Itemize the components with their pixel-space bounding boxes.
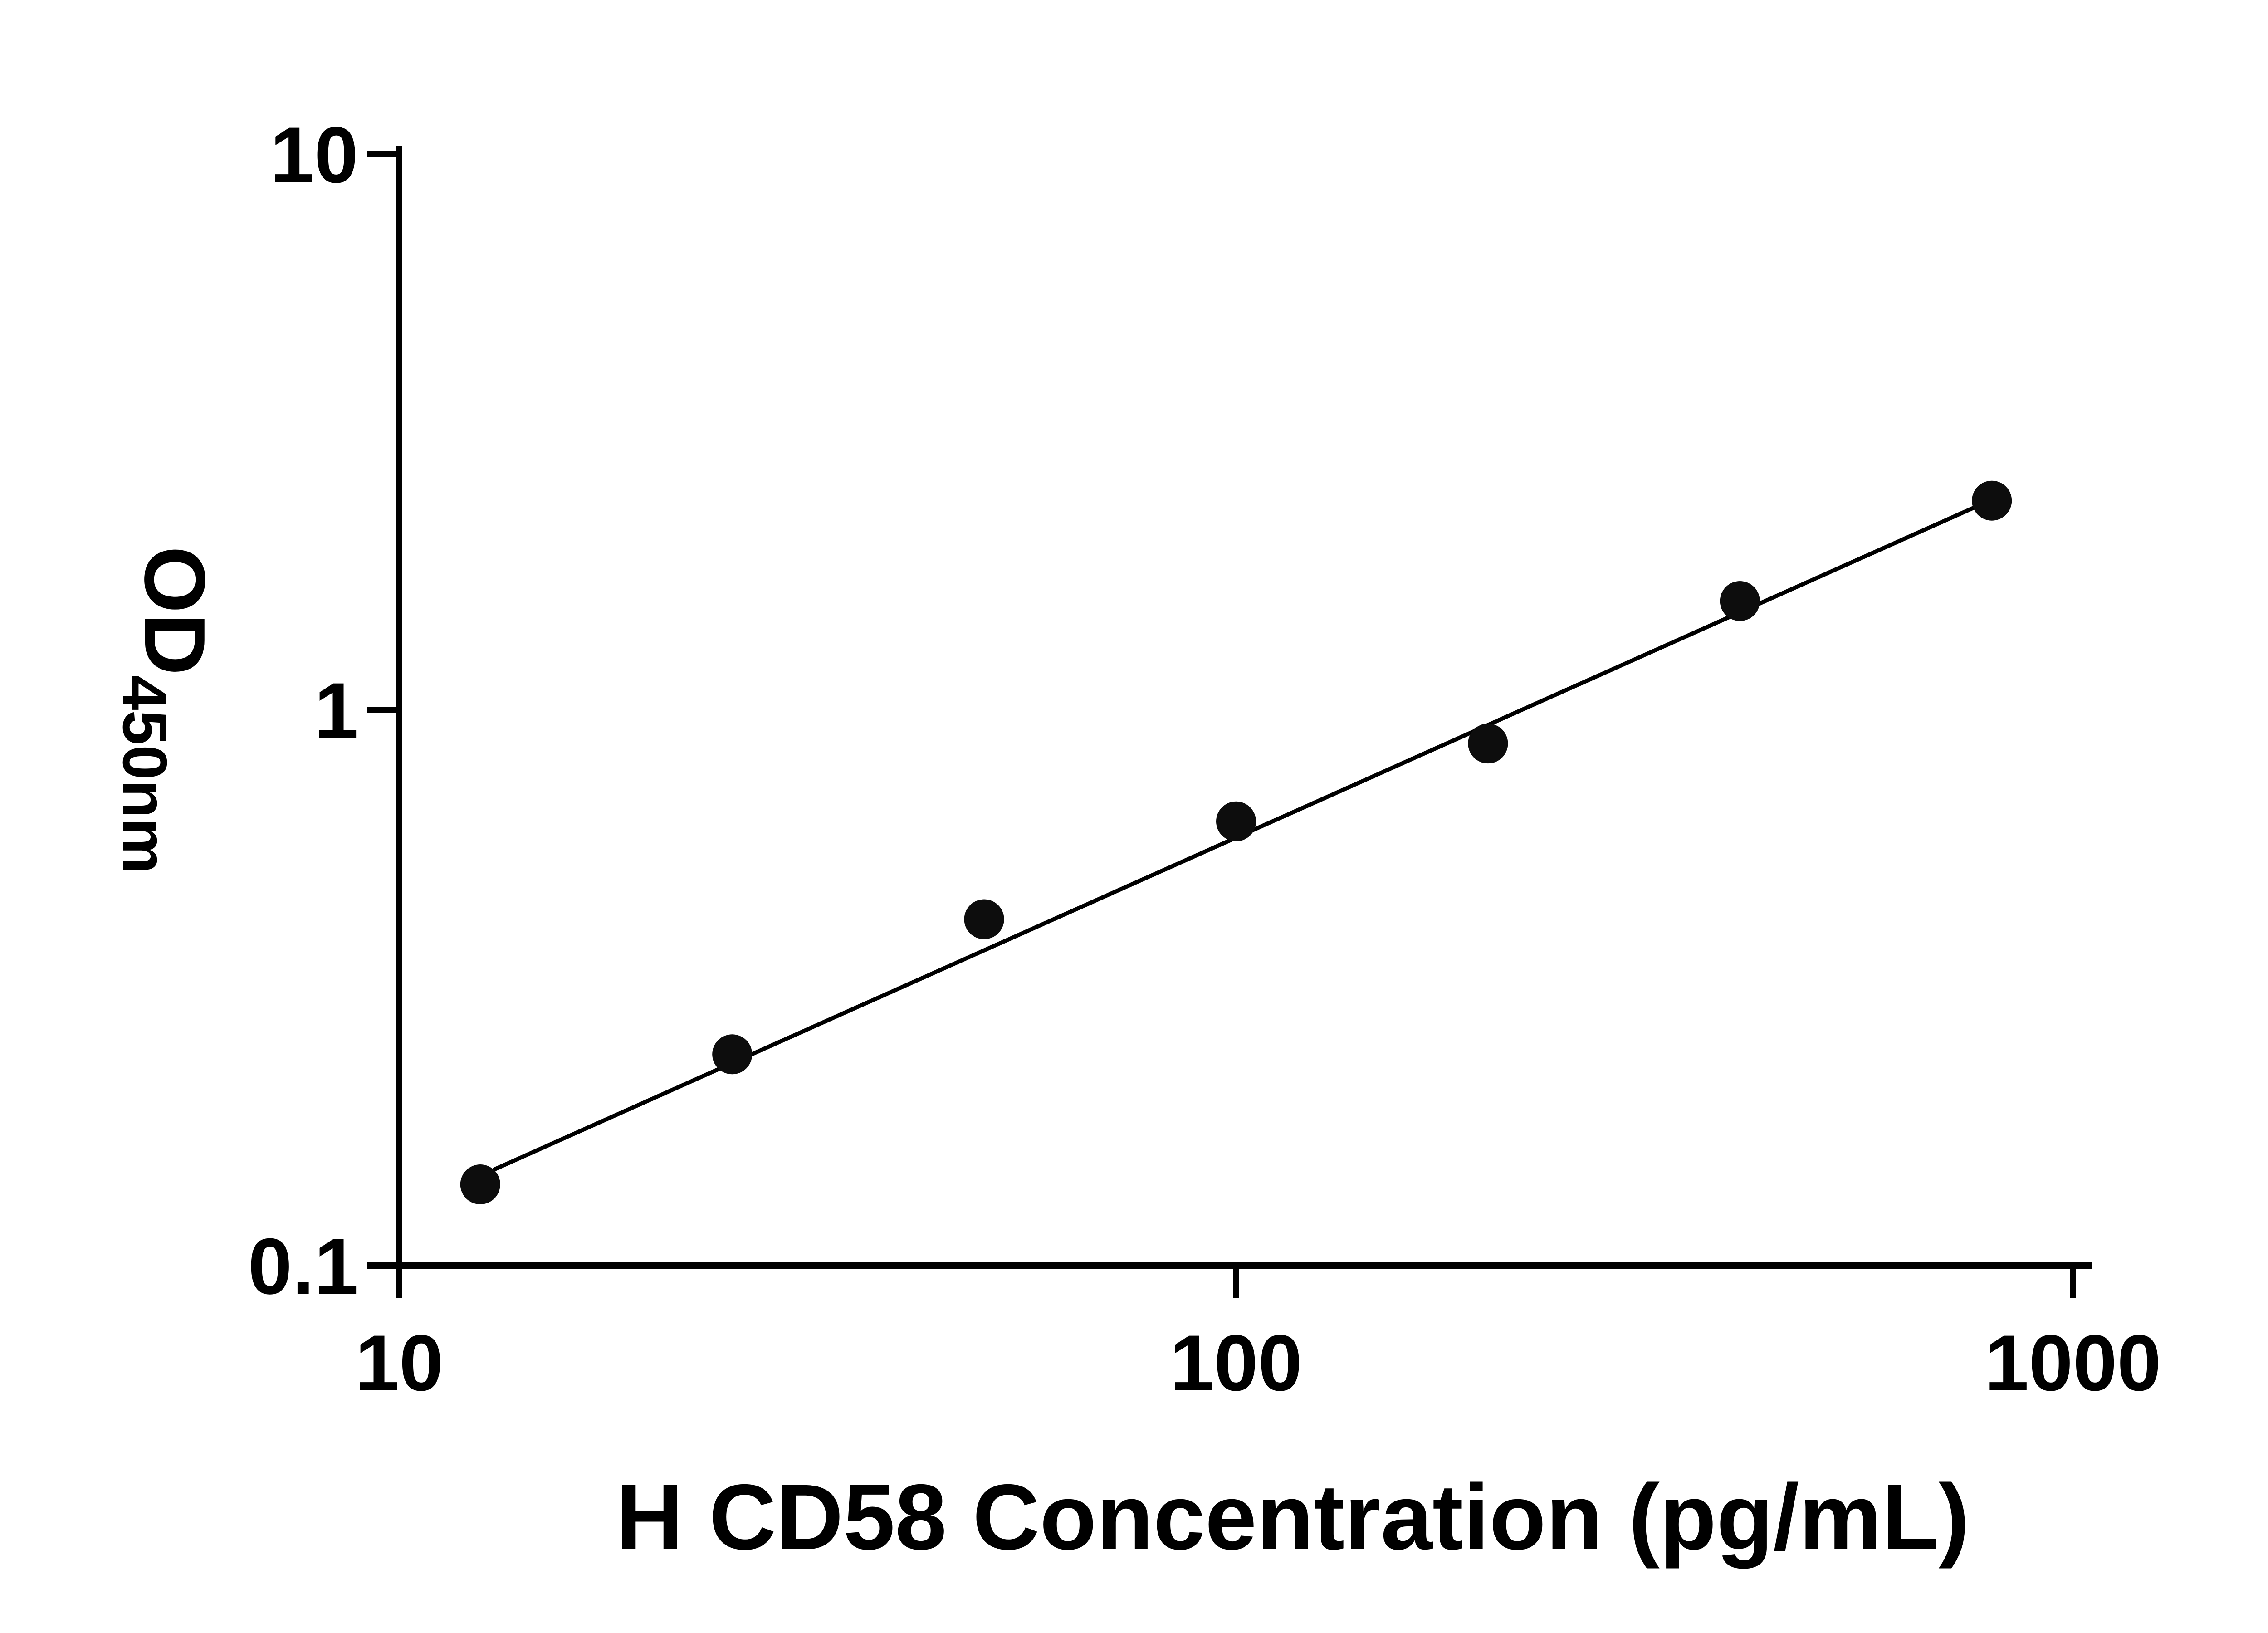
x-tick-label: 10 — [355, 1319, 444, 1408]
y-tick-label: 10 — [270, 111, 358, 200]
data-point — [460, 1164, 500, 1204]
data-point — [1216, 801, 1256, 841]
y-axis-title-subscript: 450nm — [110, 675, 180, 874]
x-tick-label: 1000 — [1984, 1319, 2161, 1408]
data-point — [1972, 480, 2012, 521]
data-series — [460, 480, 2012, 1204]
y-axis-title: OD450nm — [110, 546, 223, 874]
data-point — [1468, 724, 1508, 764]
tick-labels: 10 100 1000 0.1 1 10 — [248, 111, 2161, 1408]
tick-marks — [367, 151, 2076, 1298]
x-tick-label: 100 — [1170, 1319, 1302, 1408]
y-tick-label: 1 — [314, 667, 358, 755]
y-tick-label: 0.1 — [248, 1222, 358, 1311]
data-point — [712, 1034, 753, 1075]
y-axis-title-main: OD — [127, 546, 223, 675]
data-point — [964, 899, 1004, 939]
data-point — [1720, 581, 1760, 621]
x-axis-title: H CD58 Concentration (pg/mL) — [616, 1465, 1970, 1569]
